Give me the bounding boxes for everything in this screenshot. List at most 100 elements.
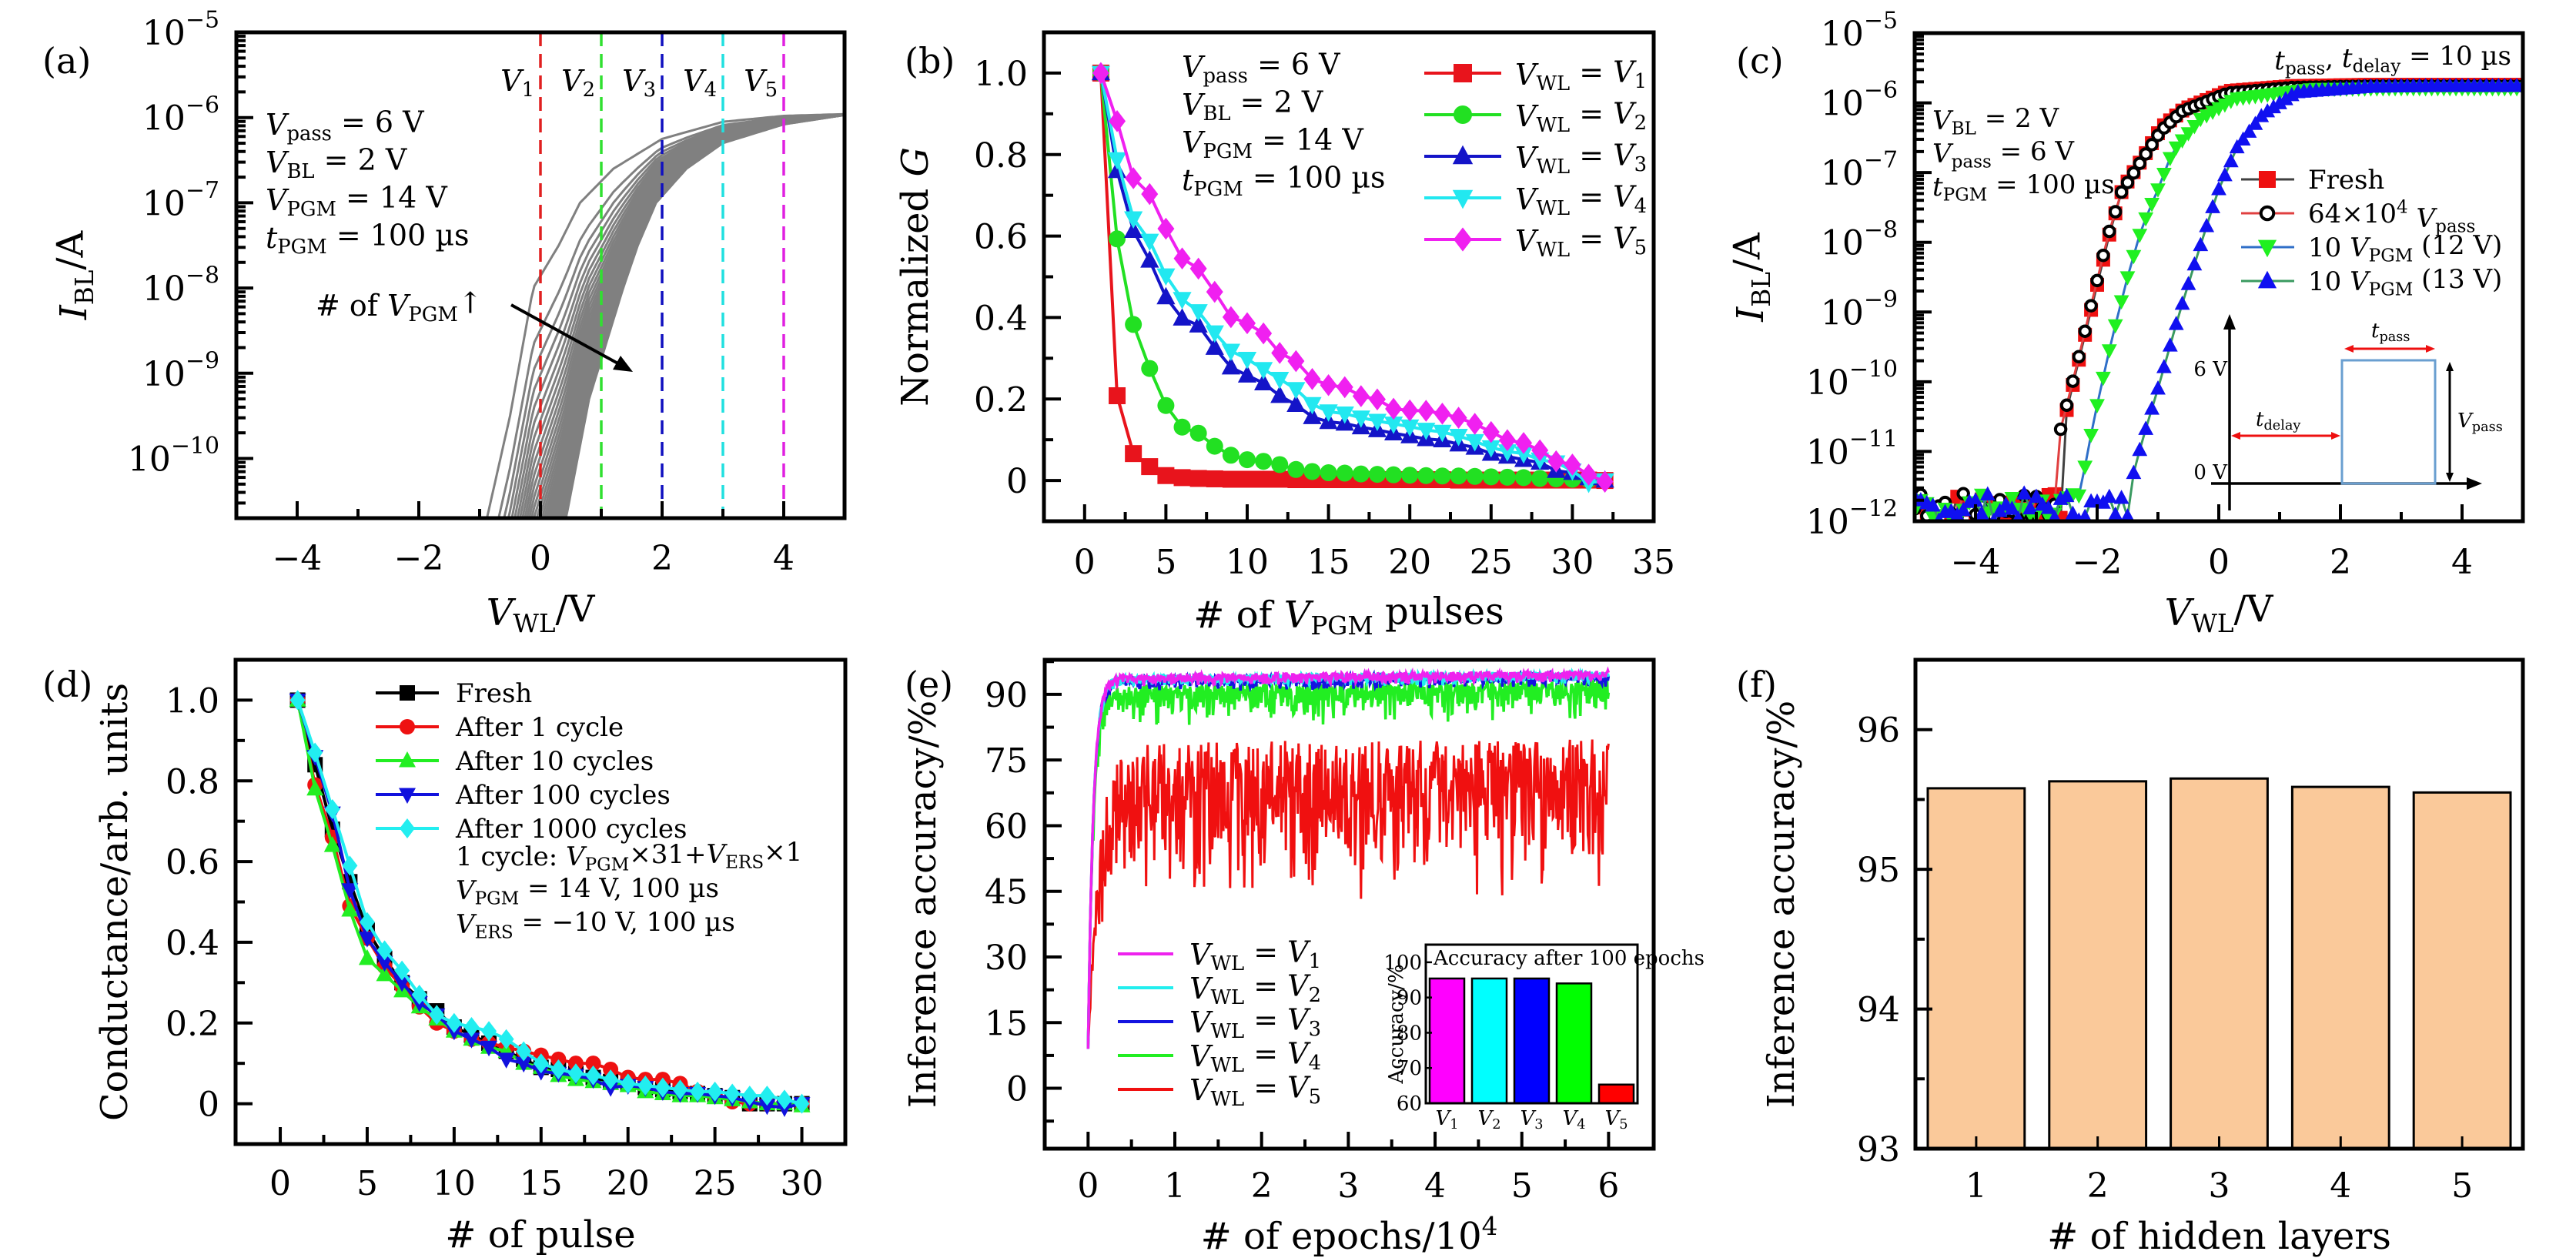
x-tick-label: 5 [356,1164,378,1203]
data-point [585,1056,601,1072]
y-tick-label: 0.2 [974,380,1028,420]
x-tick-label: 0 [530,539,551,578]
data-point [1580,463,1597,486]
x-tick-label: 25 [694,1164,737,1203]
panel-label-d: (d) [42,664,92,705]
y-axis-title: Inference accuracy/% [1760,701,1803,1109]
data-point [1335,406,1354,424]
data-point [1124,220,1143,239]
data-point [1222,306,1239,329]
data-point [1383,417,1403,434]
bar [2170,777,2269,1150]
inset-bar [1428,977,1466,1105]
x-tick-label: 0 [269,1164,291,1203]
legend-label: 10 VPGM (13 V) [2308,264,2502,300]
panel-label-f: (f) [1736,664,1777,705]
data-point [515,1056,533,1073]
data-point [2107,319,2123,334]
x-tick-label: −4 [273,539,323,578]
y-tick-label: 95 [1857,851,1900,890]
data-point [1237,365,1257,383]
inset-x-label: V3 [1520,1107,1543,1133]
data-point [2113,490,2129,504]
data-point [1221,343,1240,362]
data-point [1255,453,1273,470]
v-pass-label: Vpass [2457,410,2503,435]
condition-text: VBL = 2 V [1932,103,2059,139]
y-tick-label: 90 [985,676,1028,715]
vline-label: V3 [622,64,656,102]
data-point [2012,510,2024,521]
data-point [1303,396,1322,415]
data-point [2150,183,2166,198]
data-point [1531,439,1549,462]
y-tick-label: 10−11 [1806,426,1898,472]
x-tick-label: 4 [1424,1166,1446,1206]
data-point [1368,466,1386,483]
x-tick-label: 4 [773,539,795,578]
y-tick-label: 75 [985,741,1028,781]
data-point [741,1086,758,1106]
y-tick-label: 0.8 [166,762,219,801]
x-tick-label: 1 [1965,1166,1987,1206]
data-point [2132,441,2148,457]
x-tick-label: 2 [2087,1166,2109,1206]
inset-y-tick-label: 70 [1397,1057,1422,1080]
legend-label: After 100 cycles [455,780,671,811]
x-tick-label: 5 [2451,1166,2473,1206]
data-point [1189,424,1207,442]
data-point [1270,371,1290,390]
data-point [1596,470,1614,493]
data-point [1124,211,1143,229]
x-tick-label: 10 [433,1164,476,1203]
data-point [2053,422,2068,437]
data-point [2186,256,2203,271]
legend-marker [1454,64,1472,82]
x-tick-label: 4 [2451,543,2473,582]
x-tick-label: 15 [1307,543,1350,582]
x-tick-label: 0 [1077,1166,1099,1206]
y-tick-label: 93 [1857,1130,1900,1169]
y-axis-title: Inference accuracy/% [902,701,945,1109]
timing-note: tpass, tdelay = 10 µs [2274,41,2511,79]
x-tick-label: 20 [607,1164,650,1203]
data-point [341,883,359,899]
data-point [620,1073,636,1094]
data-point [2145,138,2159,152]
legend-label: 10 VPGM (12 V) [2308,230,2502,266]
data-point [1255,322,1273,345]
data-point [1206,280,1223,303]
arrow-head-icon [2426,345,2435,353]
data-point [1206,470,1223,487]
legend-label: VWL = V3 [1515,139,1647,179]
data-point [1222,470,1239,488]
data-point [2132,229,2148,243]
data-point [2168,141,2184,156]
vline-label: V2 [561,64,595,102]
condition-text: tPGM = 100 µs [1932,169,2115,206]
x-tick-label: 2 [651,539,673,578]
data-point [1189,315,1208,333]
data-point [1417,400,1435,422]
data-point [2229,139,2245,154]
inset-y-tick-label: 80 [1397,1022,1422,1045]
x-axis-title: # of hidden layers [2047,1215,2391,1258]
data-point [1141,458,1159,476]
y-tick-label: 1.0 [974,55,1028,94]
y-tick-label: 15 [985,1004,1028,1043]
data-point [2059,487,2075,503]
data-point [2278,91,2293,105]
data-point [2101,344,2117,359]
y-axis-title-group: IBL/A [49,229,99,320]
condition-text: tPGM = 100 µs [266,219,470,259]
data-point [341,900,359,917]
series-4 [1915,78,2523,521]
data-point [1107,152,1127,170]
data-point [2078,508,2092,521]
data-point [1287,460,1305,478]
legend-label: VWL = V1 [1189,935,1321,976]
y-tick-label: 10−6 [142,92,219,138]
data-point [1173,418,1191,436]
data-point [1514,446,1534,464]
data-point [2040,500,2056,514]
